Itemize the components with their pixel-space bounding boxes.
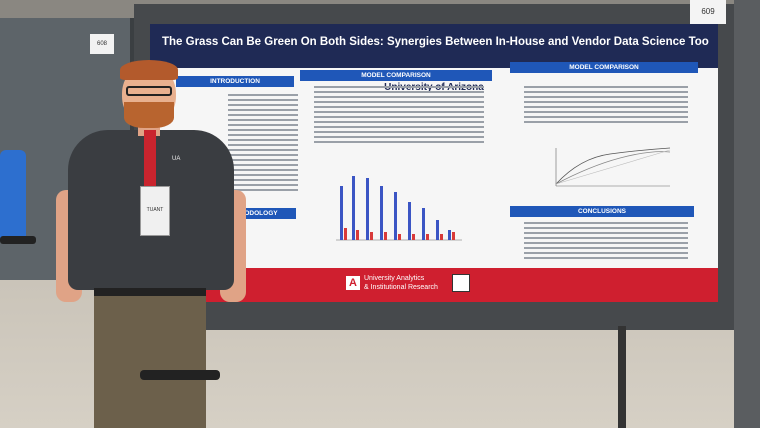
qr-code-icon	[452, 274, 470, 292]
booth-number-tag: 609	[690, 0, 726, 24]
comparison-2-text-block	[524, 86, 688, 126]
section-methodology: ODOLOGY	[226, 208, 296, 219]
comparison-text-block	[314, 86, 484, 146]
poster-title: The Grass Can Be Green On Both Sides: Sy…	[162, 36, 709, 48]
glasses-icon	[126, 86, 172, 96]
conclusions-text-block	[524, 222, 688, 262]
poster-board-leg	[618, 326, 626, 428]
presenter-pants	[94, 296, 206, 428]
presenter-beard	[124, 102, 174, 128]
presenter-hair	[120, 60, 178, 80]
section-introduction: INTRODUCTION	[176, 76, 294, 87]
intro-text-block	[228, 94, 298, 194]
line-chart-figure	[555, 147, 671, 187]
bar-chart-figure	[336, 176, 462, 241]
presenter-person: UA TUANT	[50, 60, 250, 428]
shirt-logo: UA	[172, 156, 181, 162]
badge-text: TUANT	[146, 207, 164, 213]
poster-header: The Grass Can Be Green On Both Sides: Sy…	[150, 24, 718, 68]
stool-left	[0, 236, 36, 244]
section-conclusions: CONCLUSIONS	[510, 206, 694, 217]
name-badge: TUANT	[140, 186, 170, 236]
footer-org-line-2: & Institutional Research	[364, 284, 438, 291]
section-model-comparison-2: MODEL COMPARISON	[510, 62, 698, 73]
section-model-comparison-1: MODEL COMPARISON	[300, 70, 492, 81]
footer-org-text: University Analytics & Institutional Res…	[364, 274, 484, 292]
right-board-frame	[734, 0, 760, 428]
blue-bag	[0, 150, 26, 242]
footer-org-line-1: University Analytics	[364, 275, 425, 282]
stool-base	[140, 370, 220, 380]
lanyard	[144, 130, 156, 190]
left-panel-number-sign: 608	[90, 34, 114, 54]
university-logo-icon: A	[346, 276, 360, 290]
presenter-belt	[94, 288, 206, 298]
